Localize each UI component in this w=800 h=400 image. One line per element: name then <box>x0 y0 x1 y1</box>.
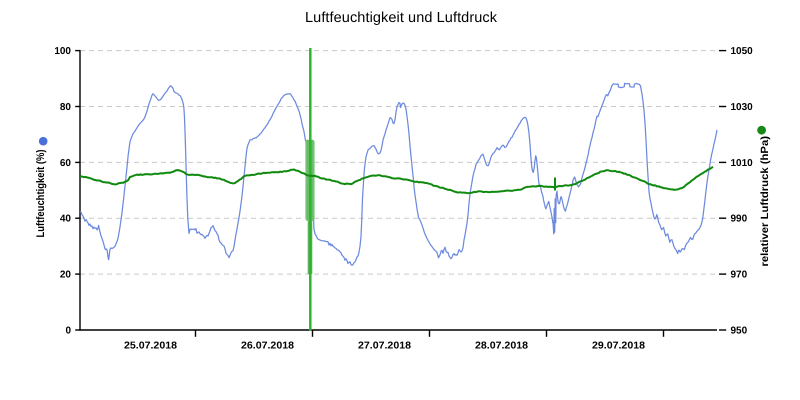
svg-text:25.07.2018: 25.07.2018 <box>124 341 177 352</box>
svg-text:20: 20 <box>60 270 72 281</box>
svg-text:1010: 1010 <box>731 158 754 169</box>
svg-text:0: 0 <box>65 325 71 336</box>
svg-text:40: 40 <box>60 214 72 225</box>
svg-text:29.07.2018: 29.07.2018 <box>592 341 645 352</box>
svg-text:Luftfeuchtigkeit und Luftdruck: Luftfeuchtigkeit und Luftdruck <box>305 10 498 26</box>
svg-text:28.07.2018: 28.07.2018 <box>475 341 528 352</box>
svg-text:26.07.2018: 26.07.2018 <box>241 341 294 352</box>
svg-text:Luftfeuchtigkeit (%): Luftfeuchtigkeit (%) <box>35 149 47 237</box>
svg-text:990: 990 <box>731 214 748 225</box>
svg-text:970: 970 <box>731 270 748 281</box>
svg-text:1050: 1050 <box>731 46 754 57</box>
svg-text:100: 100 <box>54 46 71 57</box>
svg-text:950: 950 <box>731 325 748 336</box>
svg-text:1030: 1030 <box>731 102 754 113</box>
svg-text:27.07.2018: 27.07.2018 <box>358 341 411 352</box>
svg-text:60: 60 <box>60 158 72 169</box>
svg-text:relativer Luftdruck (hPa): relativer Luftdruck (hPa) <box>759 136 771 267</box>
svg-text:80: 80 <box>60 102 72 113</box>
